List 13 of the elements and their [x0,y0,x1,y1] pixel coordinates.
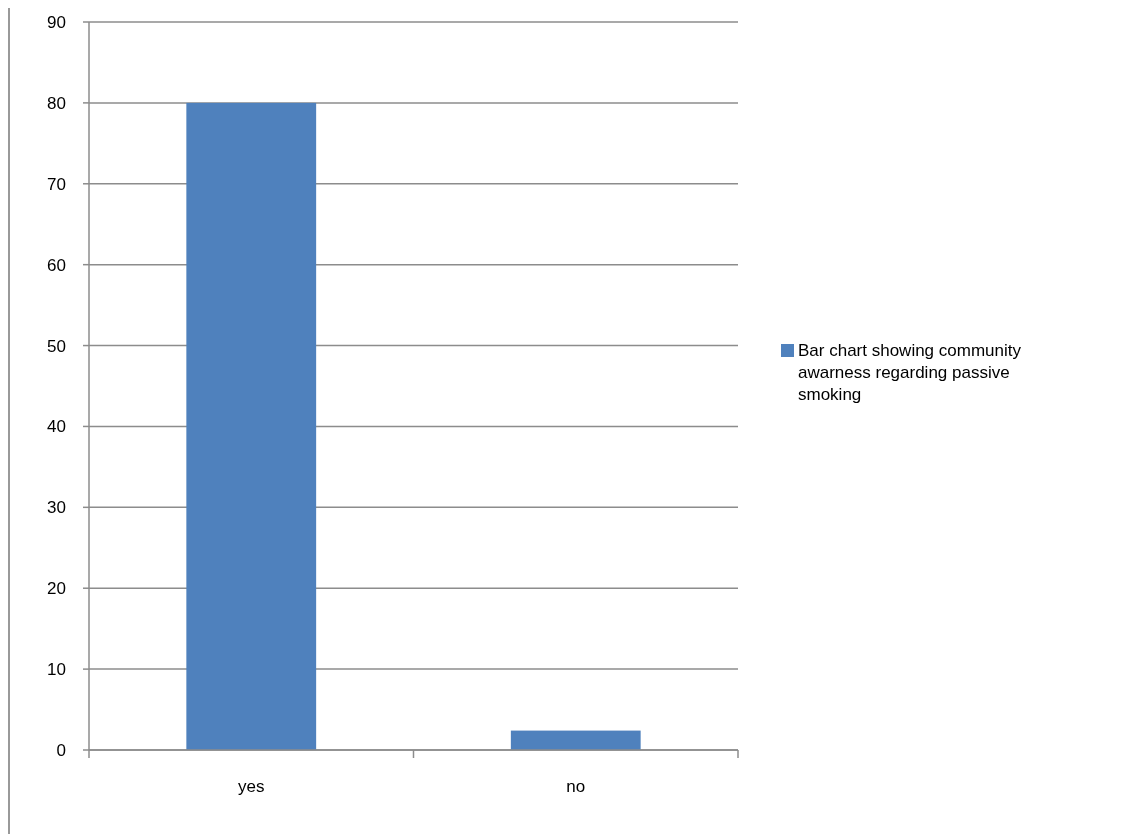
y-tick-label: 60 [47,255,66,275]
y-tick-label: 0 [56,740,66,760]
y-tick-label: 40 [47,417,66,437]
y-tick-label: 80 [47,93,66,113]
y-tick-label: 20 [47,579,66,599]
x-tick-label: no [566,777,586,796]
legend-label: Bar chart showing community awarness regarding passive smoking [798,341,1022,404]
y-tick-label: 30 [47,498,66,518]
x-tick-label: yes [238,777,265,796]
y-tick-label: 90 [47,12,66,32]
y-tick-label: 70 [47,174,66,194]
y-tick-label: 50 [47,336,66,356]
y-tick-label: 10 [47,660,66,680]
